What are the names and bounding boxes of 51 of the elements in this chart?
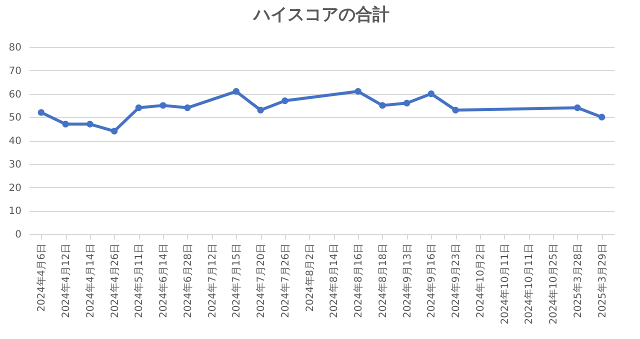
chart-title: ハイスコアの合計	[252, 5, 390, 25]
x-tick-label: 2024年9月13日	[401, 244, 414, 318]
point	[86, 120, 94, 128]
x-tick-label: 2024年8月2日	[304, 244, 316, 312]
x-tick-label: 2024年4月6日	[36, 244, 48, 312]
point	[379, 102, 386, 109]
point	[232, 88, 240, 95]
point	[257, 106, 264, 114]
point	[282, 97, 288, 104]
x-tick-label: 2024年10月25日	[548, 244, 560, 324]
y-tick-label: 30	[8, 159, 22, 170]
point	[160, 102, 166, 109]
y-tick-label: 50	[8, 112, 22, 124]
x-tick-label: 2024年10月2日	[474, 244, 486, 318]
x-tick-label: 2024年8月14日	[328, 244, 340, 318]
x-tick-label: 2024年7月26日	[279, 244, 292, 318]
point	[110, 128, 118, 134]
x-tick-label: 2024年7月20日	[255, 244, 268, 318]
point	[354, 88, 362, 95]
y-tick-label: 20	[8, 182, 22, 194]
point	[403, 100, 410, 106]
x-tick-label: 2024年4月12日	[60, 244, 72, 318]
point	[452, 106, 459, 114]
point	[574, 104, 581, 112]
point	[428, 90, 435, 98]
y-tick-label: 60	[8, 89, 22, 100]
y-tick-label: 10	[8, 206, 22, 218]
point	[38, 109, 45, 116]
x-tick-label: 2024年7月15日	[230, 244, 243, 318]
x-tick-label: 2024年7月12日	[206, 244, 218, 318]
x-tick-label: 2024年8月16日	[352, 244, 365, 318]
x-tick-label: 2024年4月14日	[84, 244, 96, 318]
y-tick-label: 80	[8, 42, 22, 54]
x-tick-label: 2024年5月11日	[133, 244, 146, 318]
x-tick-label: 2024年6月28日	[182, 244, 194, 318]
x-tick-label: 2024年6月14日	[158, 244, 170, 318]
x-tick-label: 2024年8月18日	[376, 244, 389, 318]
y-tick-label: 0	[15, 230, 22, 240]
point	[135, 104, 142, 112]
y-tick-label: 40	[8, 136, 22, 147]
y-tick-label: 70	[8, 66, 22, 77]
x-tick-label: 2024年9月23日	[450, 244, 462, 318]
point	[62, 120, 69, 128]
x-tick-label: 2024年10月11日	[523, 244, 536, 324]
x-tick-label: 2024年4月26日	[108, 244, 121, 318]
point	[598, 114, 606, 120]
x-tick-label: 2025年3月29日	[596, 244, 608, 318]
x-tick-label: 2025年3月28日	[572, 244, 584, 318]
x-tick-label: 2024年10月11日	[498, 244, 511, 324]
x-tick-label: 2024年9月16日	[426, 244, 438, 318]
point	[184, 104, 191, 112]
